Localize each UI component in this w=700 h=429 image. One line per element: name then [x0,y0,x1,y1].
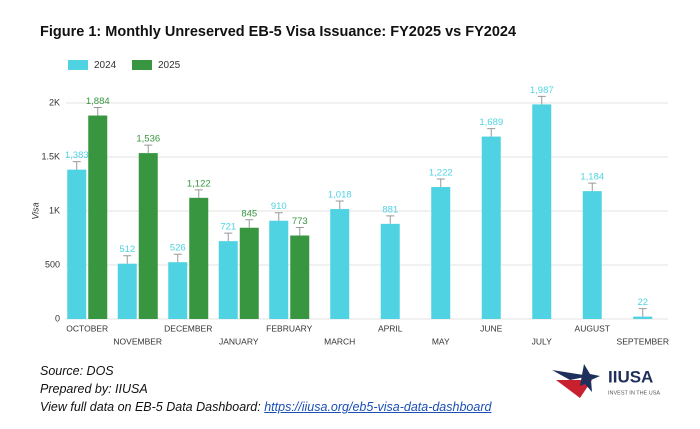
bar [481,136,501,319]
data-label: 1,018 [328,190,352,201]
x-tick-label: NOVEMBER [113,336,162,346]
logo-stripe [552,370,590,380]
whisker [194,189,203,198]
bar [582,191,602,319]
whisker [335,200,344,210]
data-label: 910 [271,201,287,212]
bar [633,316,653,319]
whisker [93,107,102,116]
data-label: 1,536 [136,134,160,145]
legend-swatch [68,60,88,70]
y-axis-label: Visa [30,202,40,219]
y-tick-label: 0 [55,313,60,323]
logo-name: IIUSA [608,367,653,386]
logo: IIUSA INVEST IN THE USA [552,364,660,398]
bar [138,153,158,319]
whisker [588,182,597,192]
whisker [144,144,153,154]
data-label: 1,122 [187,178,211,189]
data-label: 1,884 [86,96,110,107]
x-tick-label: MAY [432,336,450,346]
legend-label: 2025 [158,60,181,71]
data-label: 1,987 [530,85,554,96]
data-label: 1,184 [580,172,604,183]
dashboard-link[interactable]: https://iiusa.org/eb5-visa-data-dashboar… [264,400,492,414]
x-tick-label: SEPTEMBER [617,336,669,346]
bar [88,115,108,319]
whisker [436,178,445,188]
data-label: 512 [119,244,135,255]
chart-title: Figure 1: Monthly Unreserved EB-5 Visa I… [40,24,516,40]
bar [218,241,238,319]
data-label: 721 [220,222,236,233]
x-tick-label: JULY [532,336,552,346]
x-tick-label: DECEMBER [164,323,212,333]
x-tick-label: JANUARY [219,336,259,346]
whisker [245,219,254,228]
prepared-by: Prepared by: IIUSA [40,382,148,396]
data-label: 526 [170,243,186,254]
legend-swatch [132,60,152,70]
data-label: 881 [382,204,398,215]
x-tick-label: APRIL [378,323,403,333]
whisker [274,212,283,221]
dashboard-line: View full data on EB-5 Data Dashboard: h… [40,400,491,414]
x-tick-label: FEBRUARY [266,323,312,333]
data-label: 845 [241,208,257,219]
data-label: 1,222 [429,168,453,179]
logo-star [580,364,600,392]
whisker [173,253,182,263]
chart: Figure 1: Monthly Unreserved EB-5 Visa I… [30,24,669,346]
bar [117,263,137,319]
whisker [638,308,647,317]
x-tick-label: OCTOBER [66,323,108,333]
bar [168,262,188,319]
data-label: 22 [637,297,648,308]
whisker [224,232,233,242]
y-tick-label: 500 [45,259,60,269]
y-tick-label: 1.5K [41,151,60,161]
y-tick-label: 2K [49,97,60,107]
whisker [386,215,395,224]
bar [269,220,289,319]
bar [239,227,259,319]
whisker [123,255,132,264]
legend-label: 2024 [94,60,117,71]
bar [380,223,400,319]
bar [67,169,87,319]
bar [330,209,350,319]
source: Source: DOS [40,364,114,378]
bar [290,235,310,319]
bar [532,104,552,320]
bar [189,197,209,319]
data-label: 1,689 [479,117,503,128]
whisker [72,161,81,170]
whisker [295,227,304,236]
x-tick-label: JUNE [480,323,503,333]
dashboard-text: View full data on EB-5 Data Dashboard: [40,400,261,414]
x-tick-label: AUGUST [575,323,610,333]
logo-tagline: INVEST IN THE USA [608,390,660,396]
whisker [537,95,546,105]
bar [431,187,451,319]
whisker [487,128,496,137]
x-tick-label: MARCH [324,336,355,346]
data-label: 1,383 [65,150,89,161]
y-tick-label: 1K [49,205,60,215]
data-label: 773 [292,216,308,227]
